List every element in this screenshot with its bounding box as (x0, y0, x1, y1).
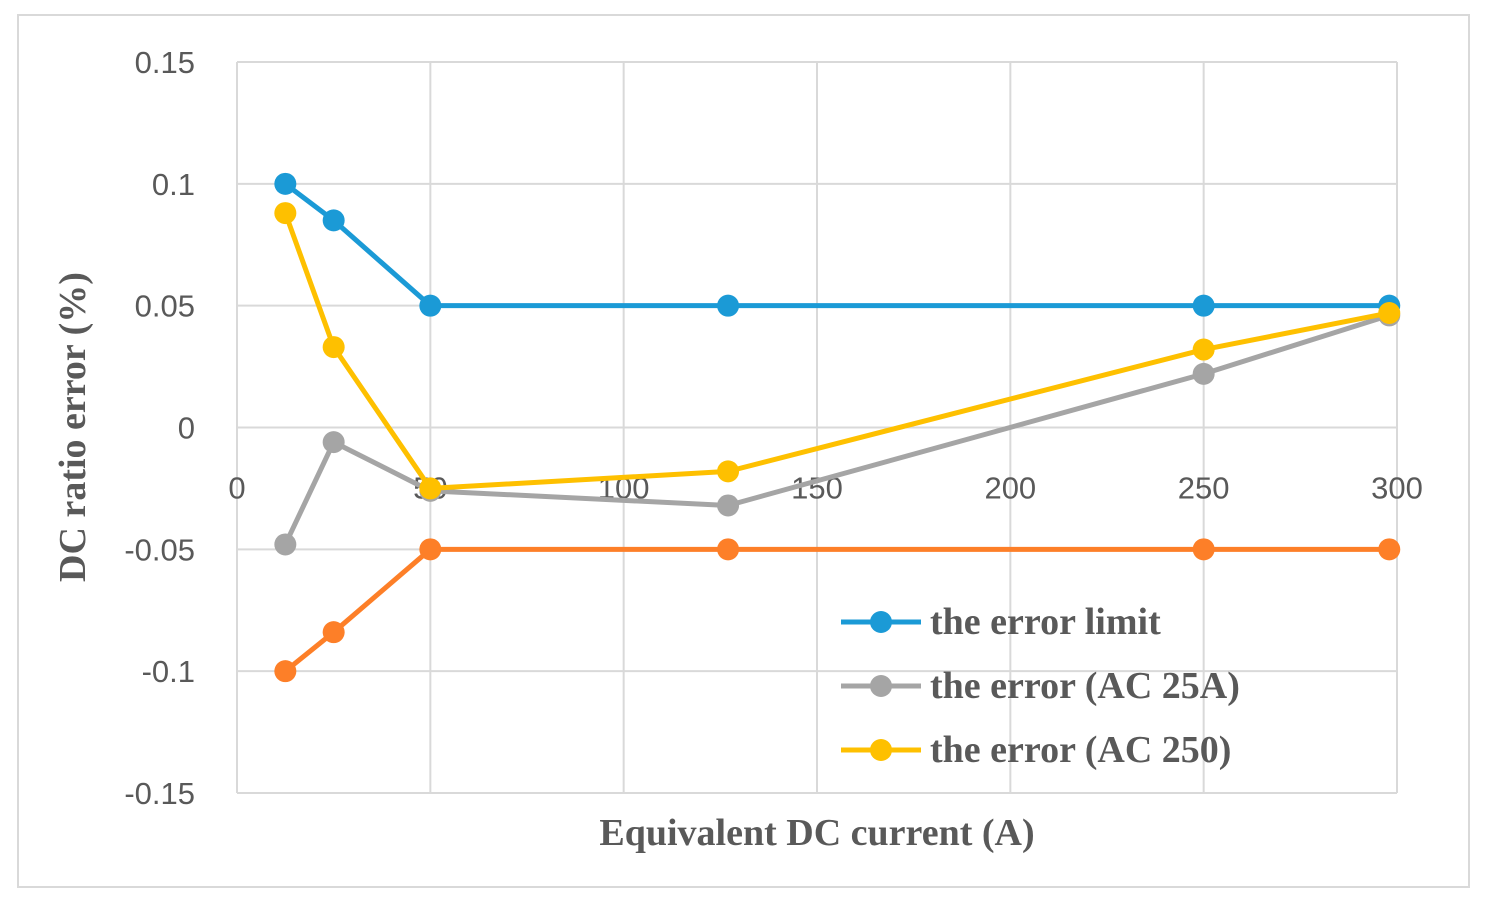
x-tick-label: 300 (1371, 471, 1423, 506)
y-axis-title: DC ratio error (%) (52, 272, 94, 582)
series-line (283, 546, 1390, 674)
x-tick-label: 0 (228, 471, 245, 506)
y-tick-label: 0.05 (135, 289, 195, 324)
series-line (283, 181, 1390, 309)
data-point (1192, 338, 1215, 361)
chart-frame (17, 14, 1470, 888)
data-point (274, 202, 297, 225)
data-point (717, 538, 740, 561)
y-tick-label: 0.1 (152, 167, 195, 202)
data-point (717, 494, 740, 517)
legend-label: the error limit (930, 601, 1161, 643)
legend-item: the error limit (841, 601, 1161, 643)
data-point (419, 538, 442, 561)
series-line (283, 313, 1391, 546)
data-point (274, 172, 297, 195)
legend-marker (870, 675, 892, 697)
x-axis-title: Equivalent DC current (A) (599, 812, 1034, 854)
legend-label: the error (AC 250) (930, 729, 1231, 771)
series-0 (274, 172, 1401, 317)
data-point (322, 336, 345, 359)
legend-item: the error (AC 250) (841, 729, 1231, 771)
y-tick-label: 0.15 (135, 45, 195, 80)
data-point (322, 431, 345, 454)
series-1 (274, 538, 1401, 683)
legend: the error limit the error (AC 25A) the err… (841, 601, 1240, 771)
legend-marker (870, 611, 892, 633)
data-point (419, 294, 442, 317)
data-point (419, 477, 442, 500)
y-tick-label: -0.1 (142, 654, 195, 689)
data-point (1192, 362, 1215, 385)
data-point (1192, 294, 1215, 317)
data-point (717, 294, 740, 317)
data-point (322, 209, 345, 232)
legend-marker (870, 739, 892, 761)
y-tick-label: 0 (178, 411, 195, 446)
legend-item: the error (AC 25A) (841, 665, 1240, 707)
series-line (282, 212, 1390, 491)
series-layer (274, 172, 1401, 683)
data-point (274, 660, 297, 683)
data-point (322, 621, 345, 644)
y-tick-label: -0.05 (124, 532, 195, 567)
data-point (274, 533, 297, 556)
legend-label: the error (AC 25A) (930, 665, 1240, 707)
y-tick-label: -0.15 (124, 776, 195, 811)
x-tick-label: 200 (984, 471, 1036, 506)
data-point (1192, 538, 1215, 561)
series-3 (274, 202, 1401, 500)
x-tick-label: 250 (1178, 471, 1230, 506)
data-point (1378, 301, 1401, 324)
data-point (1378, 538, 1401, 561)
data-point (717, 460, 740, 483)
